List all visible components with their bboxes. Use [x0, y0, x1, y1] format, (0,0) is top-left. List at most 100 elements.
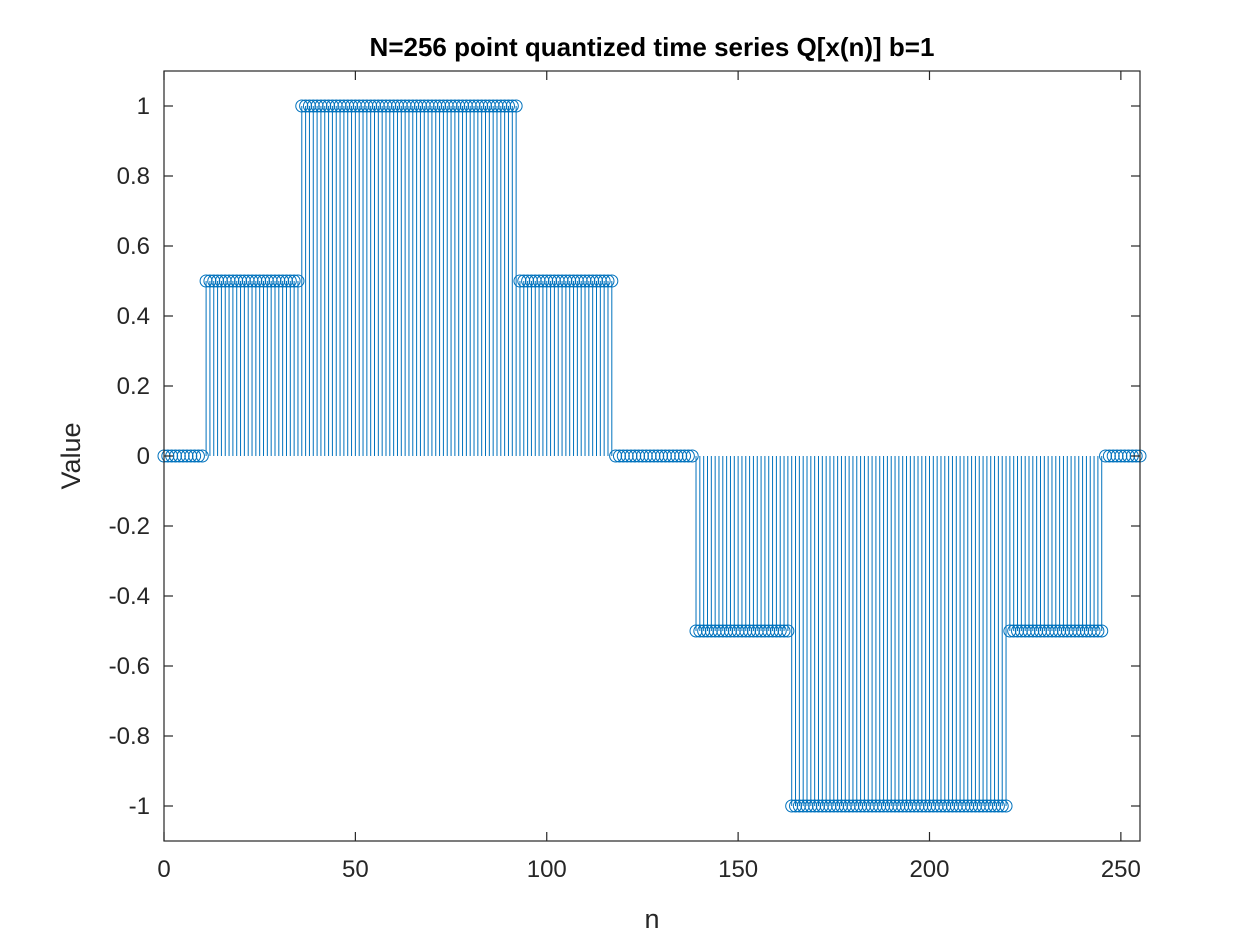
stem-marker: [368, 99, 382, 113]
stem-marker: [762, 624, 776, 638]
stem-marker: [322, 99, 336, 113]
stem-marker: [276, 274, 290, 288]
stem-marker: [456, 99, 470, 113]
stem-marker: [268, 274, 282, 288]
stem-marker: [333, 99, 347, 113]
stem-marker: [413, 99, 427, 113]
x-axis: 0 50 100 150 200 250: [157, 71, 1141, 883]
stem-marker: [394, 99, 408, 113]
stem-marker: [815, 799, 829, 813]
stem-marker: [1033, 624, 1047, 638]
stem-marker: [785, 799, 799, 813]
stem-marker: [1083, 624, 1097, 638]
stem-marker: [926, 799, 940, 813]
stem-marker: [601, 274, 615, 288]
stem-marker: [953, 799, 967, 813]
stem-marker: [647, 449, 661, 463]
stem-marker: [226, 274, 240, 288]
stem-marker: [678, 449, 692, 463]
stem-marker: [505, 99, 519, 113]
stem-marker: [674, 449, 688, 463]
stem-marker: [1079, 624, 1093, 638]
stem-marker: [452, 99, 466, 113]
stem-marker: [972, 799, 986, 813]
stem-marker: [249, 274, 263, 288]
stem-marker: [850, 799, 864, 813]
y-tick-label: 0: [137, 443, 150, 470]
x-tick-label: 150: [718, 856, 758, 883]
stem-marker: [700, 624, 714, 638]
stem-marker: [302, 99, 316, 113]
stem-marker: [490, 99, 504, 113]
stem-marker: [360, 99, 374, 113]
stem-marker: [299, 99, 313, 113]
stem-marker: [524, 274, 538, 288]
stem-marker: [823, 799, 837, 813]
stem-marker: [900, 799, 914, 813]
chart-title: N=256 point quantized time series Q[x(n)…: [370, 32, 935, 62]
stem-marker: [191, 449, 205, 463]
y-tick-label: -0.6: [109, 653, 150, 680]
stem-marker: [842, 799, 856, 813]
stem-marker: [988, 799, 1002, 813]
stem-marker: [831, 799, 845, 813]
stem-marker: [482, 99, 496, 113]
stem-marker: [712, 624, 726, 638]
stem-marker: [402, 99, 416, 113]
y-tick-label: 0.6: [117, 233, 150, 260]
y-tick-label: -0.2: [109, 513, 150, 540]
stem-marker: [260, 274, 274, 288]
stem-marker: [942, 799, 956, 813]
stem-marker: [938, 799, 952, 813]
stem-marker: [1049, 624, 1063, 638]
stem-marker: [731, 624, 745, 638]
stem-marker: [609, 449, 623, 463]
stem-marker: [348, 99, 362, 113]
stem-marker: [1041, 624, 1055, 638]
stem-marker: [869, 799, 883, 813]
stem-marker: [444, 99, 458, 113]
stem-marker: [1003, 624, 1017, 638]
stem-marker: [1007, 624, 1021, 638]
stem-marker: [1072, 624, 1086, 638]
stem-marker: [257, 274, 271, 288]
stem-marker: [666, 449, 680, 463]
stem-marker: [880, 799, 894, 813]
stem-marker: [857, 799, 871, 813]
stem-marker: [1011, 624, 1025, 638]
stem-marker: [237, 274, 251, 288]
stem-marker: [195, 449, 209, 463]
stem-marker: [968, 799, 982, 813]
stem-marker: [329, 99, 343, 113]
stem-marker: [819, 799, 833, 813]
stem-marker: [383, 99, 397, 113]
stem-marker: [1030, 624, 1044, 638]
stem-marker: [984, 799, 998, 813]
stem-marker: [804, 799, 818, 813]
stem-marker: [877, 799, 891, 813]
stem-marker: [279, 274, 293, 288]
stem-marker: [567, 274, 581, 288]
stem-marker: [1018, 624, 1032, 638]
stem-marker: [264, 274, 278, 288]
stem-marker: [639, 449, 653, 463]
stem-marker: [1026, 624, 1040, 638]
stem-marker: [1106, 449, 1120, 463]
stem-marker: [1118, 449, 1132, 463]
stem-marker: [425, 99, 439, 113]
stem-marker: [337, 99, 351, 113]
stem-marker: [685, 449, 699, 463]
stem-marker: [207, 274, 221, 288]
stem-marker: [486, 99, 500, 113]
stem-marker: [624, 449, 638, 463]
stem-marker: [574, 274, 588, 288]
stem-marker: [314, 99, 328, 113]
stem-marker: [888, 799, 902, 813]
stem-marker: [387, 99, 401, 113]
stem-marker: [410, 99, 424, 113]
stem-marker: [800, 799, 814, 813]
stem-marker: [230, 274, 244, 288]
stem-marker: [245, 274, 259, 288]
stem-marker: [766, 624, 780, 638]
